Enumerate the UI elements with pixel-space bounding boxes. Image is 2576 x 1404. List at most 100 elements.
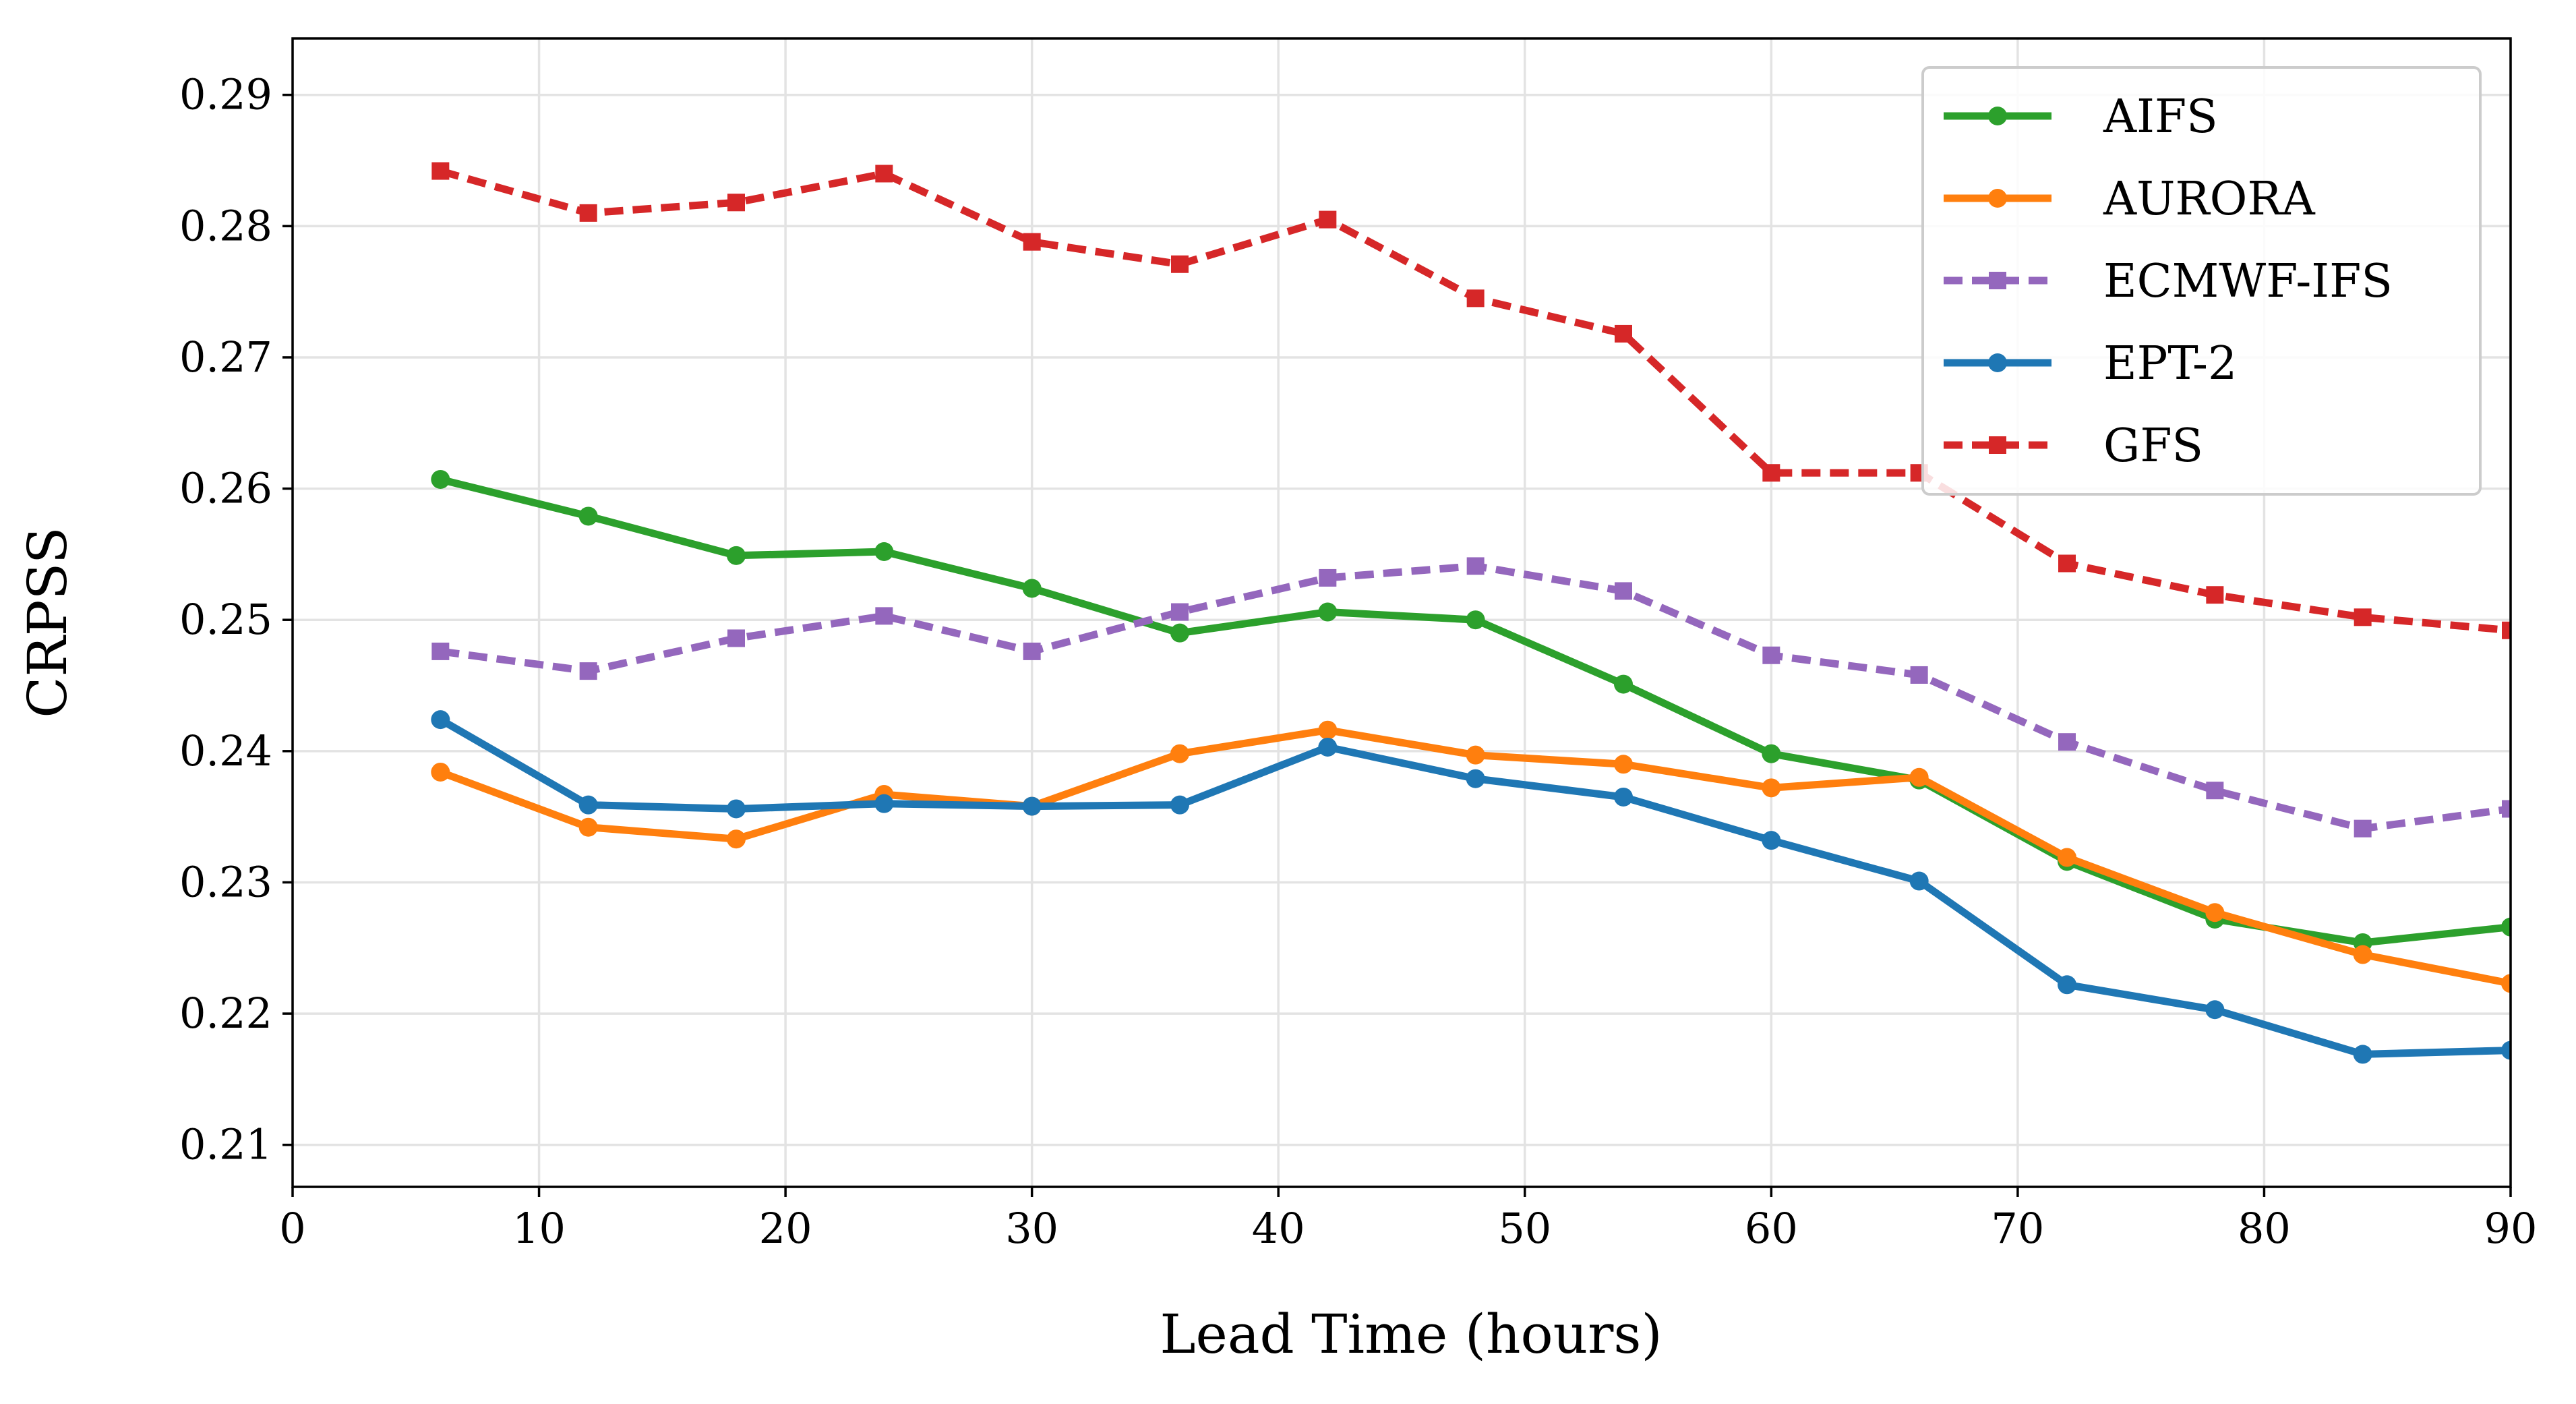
y-tick-label-0.22: 0.22	[179, 989, 272, 1038]
point-aifs-24	[874, 542, 894, 561]
point-gfs-6	[431, 162, 450, 180]
point-ecmwf-ifs-60	[1762, 646, 1780, 664]
y-tick-label-0.25: 0.25	[179, 595, 272, 644]
point-aurora-12	[578, 817, 598, 837]
point-gfs-18	[727, 194, 745, 212]
point-ept-2-78	[2205, 1000, 2225, 1020]
legend-marker-aifs	[1988, 107, 2007, 125]
legend-entry-aifs: AIFS	[1944, 90, 2218, 144]
legend-entry-ept-2: EPT-2	[1944, 337, 2237, 390]
series-ept-2	[431, 710, 2511, 1064]
point-aurora-36	[1170, 744, 1189, 763]
point-aurora-42	[1318, 720, 1338, 740]
y-tick-label-0.29: 0.29	[179, 70, 272, 119]
point-ept-2-42	[1318, 737, 1338, 757]
point-aurora-48	[1466, 745, 1485, 765]
legend-label-gfs: GFS	[2103, 419, 2203, 473]
point-ept-2-6	[431, 710, 450, 730]
x-tick-label-20: 20	[759, 1204, 812, 1253]
x-tick-label-70: 70	[1991, 1204, 2044, 1253]
point-aurora-84	[2353, 945, 2372, 964]
point-aifs-6	[431, 469, 450, 489]
point-aurora-60	[1762, 778, 1781, 798]
point-ept-2-72	[2058, 975, 2076, 995]
x-axis-label: Lead Time (hours)	[1160, 1303, 1662, 1366]
point-gfs-24	[875, 165, 893, 183]
point-gfs-48	[1466, 289, 1485, 308]
point-gfs-60	[1762, 464, 1780, 482]
point-aurora-90	[2501, 974, 2511, 993]
y-tick-label-0.28: 0.28	[179, 201, 272, 250]
point-aifs-90	[2501, 917, 2511, 937]
point-ecmwf-ifs-42	[1319, 568, 1337, 587]
point-ept-2-24	[874, 794, 894, 813]
point-ept-2-66	[1909, 871, 1929, 891]
point-aifs-42	[1318, 602, 1338, 622]
series-aifs	[431, 469, 2511, 952]
point-gfs-78	[2206, 586, 2224, 604]
legend-entry-aurora: AURORA	[1944, 173, 2316, 226]
legend-entry-gfs: GFS	[1944, 419, 2203, 473]
point-ept-2-12	[578, 795, 598, 815]
point-ecmwf-ifs-78	[2206, 782, 2224, 800]
y-tick-label-0.23: 0.23	[179, 857, 272, 906]
legend-box	[1921, 66, 2482, 496]
legend-marker-ept-2	[1988, 353, 2007, 372]
legend-marker-ecmwf-ifs	[1989, 272, 2006, 289]
point-ecmwf-ifs-84	[2354, 819, 2372, 838]
y-axis-label: CRPSS	[16, 527, 79, 718]
point-ecmwf-ifs-18	[727, 629, 745, 647]
axes: 0 10 20 30 40 50 60 70 80 90 0.21 0.22 0.23 0.24 0.25 0…	[179, 37, 2537, 1253]
point-ept-2-84	[2353, 1045, 2372, 1064]
point-aurora-72	[2058, 848, 2076, 867]
point-ept-2-36	[1170, 795, 1189, 815]
point-ecmwf-ifs-36	[1171, 603, 1189, 621]
y-tick-label-0.21: 0.21	[179, 1120, 272, 1169]
point-ept-2-54	[1614, 787, 1633, 807]
point-gfs-36	[1171, 255, 1189, 273]
point-ecmwf-ifs-72	[2058, 733, 2076, 751]
point-aifs-12	[578, 506, 598, 526]
point-ecmwf-ifs-12	[579, 662, 597, 680]
point-aurora-6	[431, 762, 450, 782]
point-gfs-30	[1023, 233, 1041, 251]
series-ecmwf-ifs	[431, 557, 2511, 838]
point-aurora-66	[1909, 767, 1929, 787]
x-tick-label-0: 0	[279, 1204, 305, 1253]
legend-marker-gfs	[1989, 436, 2006, 454]
legend-label-aifs: AIFS	[2103, 90, 2218, 144]
legend-label-ecmwf-ifs: ECMWF-IFS	[2103, 255, 2393, 308]
point-aifs-18	[727, 546, 746, 565]
x-tick-label-40: 40	[1252, 1204, 1305, 1253]
point-ept-2-18	[727, 799, 746, 819]
point-ecmwf-ifs-90	[2502, 800, 2511, 818]
plot-frame	[291, 37, 2512, 1188]
point-ept-2-90	[2501, 1041, 2511, 1060]
x-tick-label-60: 60	[1745, 1204, 1798, 1253]
y-tick-label-0.27: 0.27	[179, 332, 272, 382]
point-ecmwf-ifs-54	[1615, 582, 1632, 600]
point-ecmwf-ifs-66	[1910, 666, 1928, 684]
x-tick-label-10: 10	[512, 1204, 566, 1253]
point-aifs-36	[1170, 623, 1189, 643]
y-tick-label-0.26: 0.26	[179, 464, 272, 513]
point-ecmwf-ifs-6	[431, 642, 450, 660]
point-gfs-42	[1319, 210, 1337, 229]
legend-marker-aurora	[1988, 189, 2007, 208]
legend-label-ept-2: EPT-2	[2103, 337, 2237, 390]
point-aurora-18	[727, 829, 746, 849]
legend-label-aurora: AURORA	[2103, 173, 2316, 226]
point-gfs-90	[2502, 621, 2511, 639]
point-aifs-48	[1466, 610, 1485, 630]
point-aifs-54	[1614, 674, 1633, 694]
point-aurora-78	[2205, 903, 2225, 923]
point-aifs-30	[1022, 579, 1042, 598]
point-gfs-72	[2058, 554, 2076, 573]
x-tick-label-30: 30	[1005, 1204, 1058, 1253]
point-aurora-54	[1614, 755, 1633, 774]
point-gfs-54	[1615, 324, 1632, 343]
legend-entry-ecmwf-ifs: ECMWF-IFS	[1944, 255, 2393, 308]
point-ecmwf-ifs-30	[1023, 642, 1041, 660]
point-gfs-12	[579, 204, 597, 222]
